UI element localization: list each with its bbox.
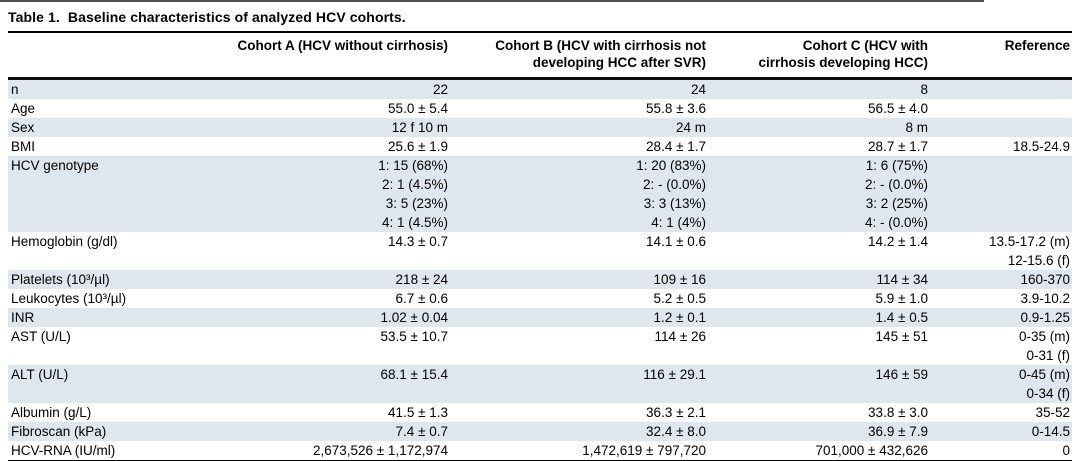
table-title: Table 1. Baseline characteristics of ana…	[8, 9, 406, 25]
row-label: Platelets (10³/µl)	[11, 272, 110, 287]
cell-reference: 0.9-1.25	[1020, 310, 1070, 325]
row-label: HCV-RNA (IU/ml)	[11, 443, 116, 458]
cell-cohort-b: 1.2 ± 0.1	[653, 310, 706, 325]
row-label: Age	[11, 101, 36, 116]
cell-cohort-b: 114 ± 26	[654, 329, 706, 344]
cell-cohort-c: 33.8 ± 3.0	[868, 405, 928, 420]
cell-cohort-a: 218 ± 24	[395, 272, 448, 287]
column-header-reference: Reference	[930, 32, 1072, 80]
cell-cohort-a: 6.7 ± 0.6	[395, 291, 448, 306]
table-row-alt: ALT (U/L) 68.1 ± 15.4 116 ± 29.1 146 ± 5…	[8, 365, 1072, 403]
cell-reference: 0-35 (m) 0-31 (f)	[1018, 329, 1070, 363]
row-label: Leukocytes (10³/µl)	[11, 291, 127, 306]
cell-cohort-a: 2,673,526 ± 1,172,974	[312, 443, 448, 458]
cell-cohort-a: 12 f 10 m	[391, 120, 448, 135]
cell-cohort-c: 1: 6 (75%) 2: - (0.0%) 3: 2 (25%) 4: - (…	[864, 158, 928, 230]
cell-cohort-c: 5.9 ± 1.0	[875, 291, 928, 306]
cell-cohort-c: 146 ± 59	[875, 367, 928, 382]
top-edge-artifact	[0, 0, 984, 2]
table-row-platelets: Platelets (10³/µl) 218 ± 24 109 ± 16 114…	[8, 270, 1072, 289]
cell-cohort-b: 1: 20 (83%) 2: - (0.0%) 3: 3 (13%) 4: 1 …	[636, 158, 706, 230]
cell-cohort-b: 109 ± 16	[653, 272, 706, 287]
table-row-sex: Sex 12 f 10 m 24 m 8 m	[8, 118, 1072, 137]
table-row-hcv-rna: HCV-RNA (IU/ml) 2,673,526 ± 1,172,974 1,…	[8, 441, 1072, 461]
cell-reference	[930, 118, 1072, 137]
cell-cohort-c: 36.9 ± 7.9	[868, 424, 928, 439]
cell-cohort-c: 8	[920, 82, 928, 97]
cell-cohort-a: 1.02 ± 0.04	[380, 310, 448, 325]
cell-cohort-c: 8 m	[905, 120, 928, 135]
column-header-cohort-b: Cohort B (HCV with cirrhosis not develop…	[450, 32, 708, 80]
cell-cohort-a: 68.1 ± 15.4	[380, 367, 448, 382]
cell-reference: 13.5-17.2 (m) 12-15.6 (f)	[988, 234, 1070, 268]
cell-reference: 35-52	[1035, 405, 1070, 420]
cell-cohort-a: 53.5 ± 10.7	[380, 329, 448, 344]
column-header-label	[8, 32, 158, 80]
table-body: n 22 24 8 Age 55.0 ± 5.4 55.8 ± 3.6 56.5…	[8, 78, 1072, 461]
cell-cohort-a: 7.4 ± 0.7	[395, 424, 448, 439]
cell-cohort-b: 1,472,619 ± 797,720	[582, 443, 706, 458]
cell-cohort-c: 114 ± 34	[876, 272, 928, 287]
cell-cohort-b: 14.1 ± 0.6	[646, 234, 706, 249]
cell-cohort-b: 24	[690, 82, 706, 97]
row-label: Albumin (g/L)	[11, 405, 92, 420]
table-row-fibroscan: Fibroscan (kPa) 7.4 ± 0.7 32.4 ± 8.0 36.…	[8, 422, 1072, 441]
column-header-cohort-a: Cohort A (HCV without cirrhosis)	[158, 32, 450, 80]
row-label: n	[11, 82, 19, 97]
cell-cohort-c: 145 ± 51	[875, 329, 928, 344]
cell-reference	[930, 156, 1072, 232]
cell-cohort-a: 22	[432, 82, 448, 97]
cell-cohort-c: 701,000 ± 432,626	[815, 443, 928, 458]
cell-cohort-a: 25.6 ± 1.9	[388, 139, 448, 154]
cell-cohort-b: 24 m	[675, 120, 706, 135]
cell-reference	[930, 79, 1072, 100]
cell-cohort-b: 5.2 ± 0.5	[653, 291, 706, 306]
cell-cohort-a: 41.5 ± 1.3	[388, 405, 448, 420]
column-header-cohort-c: Cohort C (HCV with cirrhosis developing …	[708, 32, 930, 80]
cell-cohort-b: 32.4 ± 8.0	[646, 424, 706, 439]
table-row-albumin: Albumin (g/L) 41.5 ± 1.3 36.3 ± 2.1 33.8…	[8, 403, 1072, 422]
cell-reference: 0-14.5	[1031, 424, 1070, 439]
cell-reference	[930, 99, 1072, 118]
row-label: AST (U/L)	[11, 329, 71, 344]
cell-cohort-c: 28.7 ± 1.7	[868, 139, 928, 154]
cell-cohort-b: 36.3 ± 2.1	[646, 405, 706, 420]
cell-reference: 0	[1062, 443, 1070, 458]
cell-cohort-b: 28.4 ± 1.7	[646, 139, 706, 154]
row-label: ALT (U/L)	[11, 367, 69, 382]
cell-cohort-b: 55.8 ± 3.6	[646, 101, 706, 116]
table-row-bmi: BMI 25.6 ± 1.9 28.4 ± 1.7 28.7 ± 1.7 18.…	[8, 137, 1072, 156]
row-label: Sex	[11, 120, 35, 135]
cell-reference: 0-45 (m) 0-34 (f)	[1018, 367, 1070, 401]
row-label: INR	[11, 310, 35, 325]
table-row-n: n 22 24 8	[8, 78, 1072, 100]
cell-cohort-c: 56.5 ± 4.0	[868, 101, 928, 116]
cell-cohort-a: 1: 15 (68%) 2: 1 (4.5%) 3: 5 (23%) 4: 1 …	[378, 158, 448, 230]
table-row-inr: INR 1.02 ± 0.04 1.2 ± 0.1 1.4 ± 0.5 0.9-…	[8, 308, 1072, 327]
cell-cohort-b: 116 ± 29.1	[643, 367, 706, 382]
row-label: Fibroscan (kPa)	[11, 424, 107, 439]
baseline-characteristics-table: Cohort A (HCV without cirrhosis) Cohort …	[8, 31, 1072, 461]
header-row: Cohort A (HCV without cirrhosis) Cohort …	[8, 32, 1072, 80]
cell-cohort-a: 55.0 ± 5.4	[388, 101, 448, 116]
cell-reference: 3.9-10.2	[1020, 291, 1070, 306]
cell-cohort-a: 14.3 ± 0.7	[388, 234, 448, 249]
table-row-leukocytes: Leukocytes (10³/µl) 6.7 ± 0.6 5.2 ± 0.5 …	[8, 289, 1072, 308]
cell-cohort-c: 14.2 ± 1.4	[868, 234, 928, 249]
row-label: BMI	[11, 139, 36, 154]
row-label: Hemoglobin (g/dl)	[11, 234, 118, 249]
table-row-hcv-genotype: HCV genotype 1: 15 (68%) 2: 1 (4.5%) 3: …	[8, 156, 1072, 232]
cell-cohort-c: 1.4 ± 0.5	[875, 310, 928, 325]
table-row-age: Age 55.0 ± 5.4 55.8 ± 3.6 56.5 ± 4.0	[8, 99, 1072, 118]
table-header: Cohort A (HCV without cirrhosis) Cohort …	[8, 32, 1072, 80]
row-label: HCV genotype	[11, 158, 99, 173]
table-row-ast: AST (U/L) 53.5 ± 10.7 114 ± 26 145 ± 51 …	[8, 327, 1072, 365]
cell-reference: 18.5-24.9	[1012, 139, 1070, 154]
table-row-hemoglobin: Hemoglobin (g/dl) 14.3 ± 0.7 14.1 ± 0.6 …	[8, 232, 1072, 270]
cell-reference: 160-370	[1020, 272, 1070, 287]
